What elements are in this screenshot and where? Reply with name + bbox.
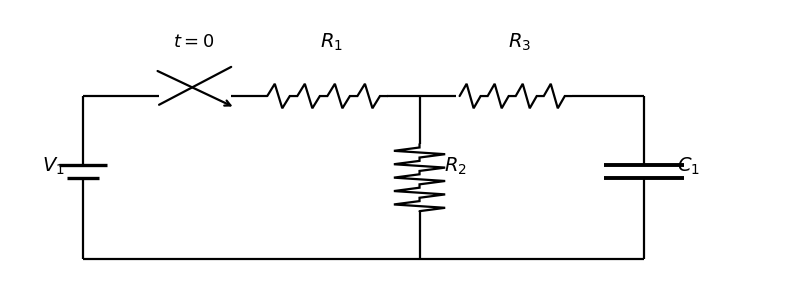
Text: $R_3$: $R_3$ (508, 31, 531, 53)
Text: $R_1$: $R_1$ (320, 31, 343, 53)
Text: $C_1$: $C_1$ (676, 155, 700, 177)
Text: $R_2$: $R_2$ (444, 155, 467, 177)
Text: $t = 0$: $t = 0$ (173, 33, 214, 51)
Text: $V_1$: $V_1$ (42, 155, 65, 177)
